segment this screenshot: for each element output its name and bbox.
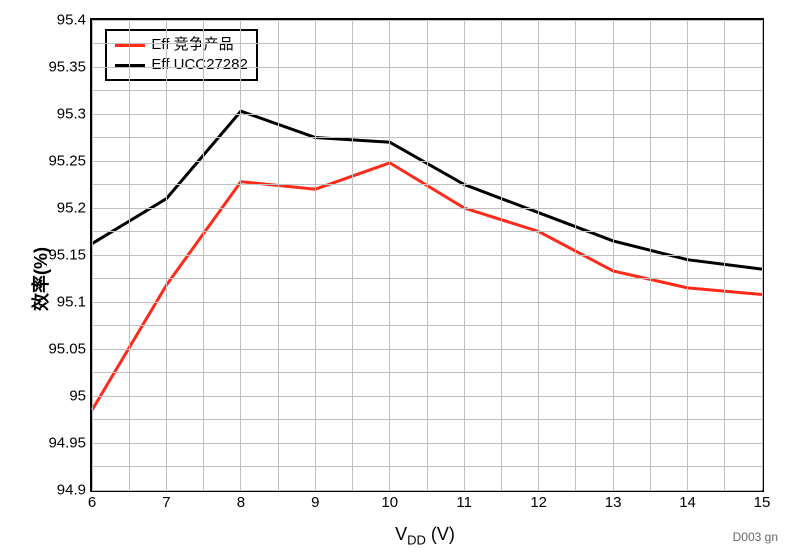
plot-area: Eff 竞争产品Eff UCC27282 94.994.959595.0595.… [90, 18, 764, 492]
x-tick-label: 11 [456, 494, 472, 511]
legend-item: Eff 竞争产品 [115, 35, 247, 55]
y-tick-label: 95.1 [57, 294, 86, 311]
grid-hline [92, 419, 762, 420]
y-tick-label: 94.95 [48, 435, 86, 452]
x-tick-label: 10 [381, 494, 398, 511]
legend-item: Eff UCC27282 [115, 55, 247, 75]
grid-hline [92, 67, 762, 68]
x-axis-label: VDD (V) [395, 524, 455, 548]
grid-hline [92, 20, 762, 21]
x-tick-label: 14 [679, 494, 696, 511]
chart-container: 效率(%) Eff 竞争产品Eff UCC27282 94.994.959595… [0, 0, 790, 558]
corner-text: D003 gn [733, 530, 778, 544]
y-tick-label: 95.2 [57, 200, 86, 217]
grid-hline [92, 43, 762, 44]
grid-hline [92, 443, 762, 444]
grid-hline [92, 137, 762, 138]
y-tick-label: 95.35 [48, 59, 86, 76]
y-tick-label: 95.25 [48, 153, 86, 170]
x-tick-label: 15 [754, 494, 771, 511]
grid-hline [92, 208, 762, 209]
grid-hline [92, 161, 762, 162]
grid-hline [92, 302, 762, 303]
y-tick-label: 95.4 [57, 12, 86, 29]
x-tick-label: 13 [605, 494, 622, 511]
grid-hline [92, 396, 762, 397]
grid-hline [92, 466, 762, 467]
grid-hline [92, 90, 762, 91]
grid-hline [92, 278, 762, 279]
x-tick-label: 9 [311, 494, 319, 511]
y-tick-label: 95 [69, 388, 86, 405]
y-tick-label: 95.05 [48, 341, 86, 358]
x-tick-label: 7 [162, 494, 170, 511]
grid-hline [92, 349, 762, 350]
grid-hline [92, 231, 762, 232]
x-tick-label: 12 [530, 494, 547, 511]
x-tick-label: 6 [88, 494, 96, 511]
legend-swatch [115, 44, 145, 47]
grid-hline [92, 490, 762, 491]
grid-hline [92, 372, 762, 373]
y-tick-label: 95.15 [48, 247, 86, 264]
x-tick-label: 8 [237, 494, 245, 511]
grid-hline [92, 255, 762, 256]
grid-hline [92, 325, 762, 326]
legend-label: Eff 竞争产品 [151, 35, 233, 55]
y-tick-label: 95.3 [57, 106, 86, 123]
grid-hline [92, 184, 762, 185]
y-tick-label: 94.9 [57, 482, 86, 499]
grid-hline [92, 114, 762, 115]
